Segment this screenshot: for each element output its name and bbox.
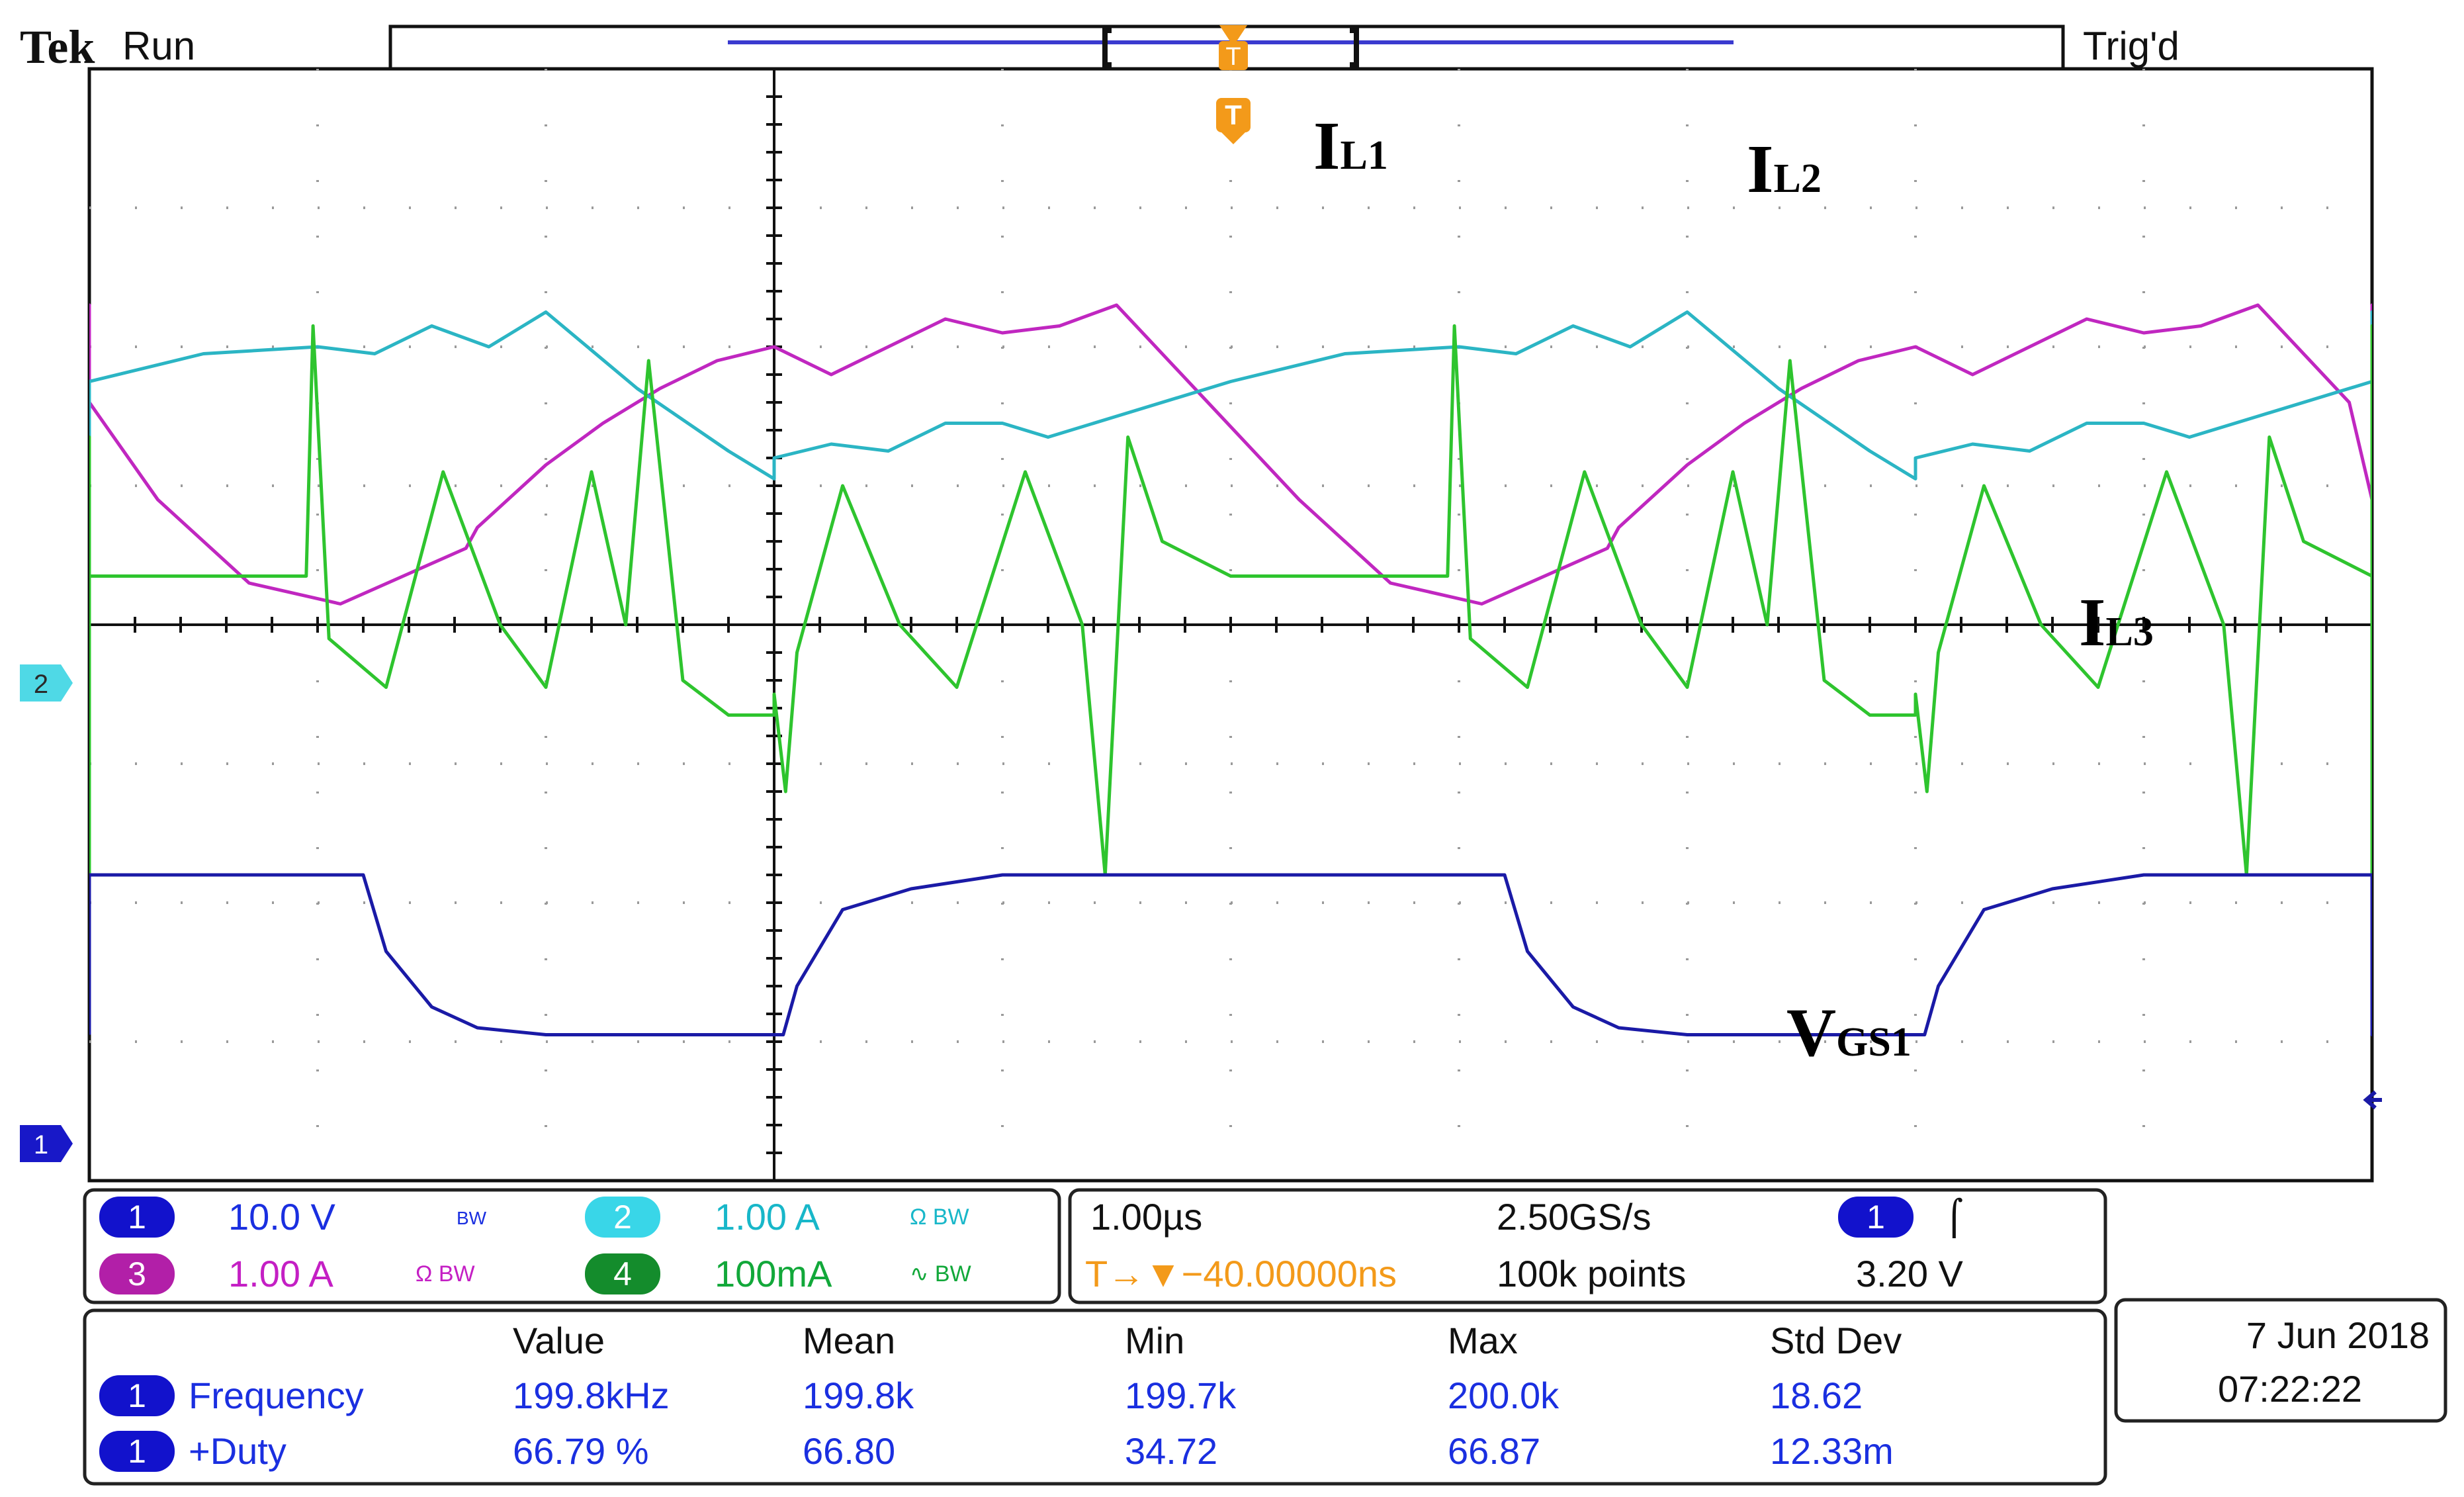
- sample-rate: 2.50GS/s: [1497, 1196, 1651, 1238]
- ch1-scale: 10.0 V: [228, 1196, 336, 1238]
- timebase-panel[interactable]: 1.00µs 2.50GS/s 1 ⌠ T→▼−40.00000ns 100k …: [1068, 1188, 2107, 1304]
- row2-channel-badge: 1: [128, 1433, 146, 1470]
- header-max: Max: [1448, 1320, 1518, 1361]
- trigger-source-badge: 1: [1867, 1199, 1885, 1236]
- measurements-panel[interactable]: Value Mean Min Max Std Dev 1 Frequency 1…: [83, 1308, 2107, 1486]
- traces: [89, 303, 2372, 1036]
- channel-settings-panel[interactable]: 1 10.0 V BW 2 1.00 A Ω BW 3 1.00 A Ω BW …: [83, 1188, 1061, 1304]
- capture-time: 07:22:22: [2218, 1368, 2362, 1410]
- trigger-marker-top: T: [1225, 43, 1241, 71]
- trigger-slope-icon: ⌠: [1945, 1197, 1963, 1239]
- ch1-marker-label: 1: [34, 1130, 48, 1159]
- row2-mean: 66.80: [803, 1430, 895, 1472]
- row1-name: Frequency: [189, 1375, 364, 1416]
- row2-min: 34.72: [1125, 1430, 1217, 1472]
- row2-max: 66.87: [1448, 1430, 1540, 1472]
- label-il3: IL3: [2079, 584, 2154, 660]
- waveform-labels: IL1 IL2 IL3 VGS1: [1313, 108, 2154, 1071]
- ch2-badge: 2: [613, 1199, 632, 1236]
- header-min: Min: [1125, 1320, 1184, 1361]
- capture-date: 7 Jun 2018: [2246, 1314, 2430, 1356]
- ch4-scale: 100mA: [715, 1253, 832, 1294]
- header-bar: Tek Run Trig'd: [20, 21, 2179, 73]
- trace-vgs1: [89, 873, 2372, 1036]
- ch3-badge: 3: [128, 1255, 146, 1293]
- row2-name: +Duty: [189, 1430, 286, 1472]
- ch2-bandwidth-flag: Ω BW: [910, 1204, 969, 1230]
- label-il2: IL2: [1747, 131, 1822, 207]
- time-per-division: 1.00µs: [1090, 1196, 1202, 1238]
- trigger-position: T→▼−40.00000ns: [1085, 1253, 1397, 1294]
- trigger-position-marker[interactable]: T T: [1216, 25, 1251, 144]
- ch4-badge: 4: [613, 1255, 632, 1293]
- waveform-plot: [87, 67, 2374, 1183]
- trigger-level: 3.20 V: [1856, 1253, 1964, 1294]
- label-il1: IL1: [1313, 108, 1388, 184]
- row1-std-dev: 18.62: [1770, 1375, 1863, 1416]
- ch2-marker-label: 2: [34, 670, 48, 699]
- measurement-row-duty[interactable]: 1 +Duty 66.79 % 66.80 34.72 66.87 12.33m: [99, 1430, 1894, 1472]
- trigger-status: Trig'd: [2083, 24, 2179, 68]
- ch4-bandwidth-flag: ∿ BW: [910, 1261, 971, 1287]
- trigger-marker-label: T: [1225, 99, 1242, 130]
- ch2-ground-marker[interactable]: 2: [20, 664, 73, 702]
- measurement-row-frequency[interactable]: 1 Frequency 199.8kHz 199.8k 199.7k 200.0…: [99, 1375, 1863, 1416]
- ch4-settings[interactable]: 4 100mA ∿ BW: [585, 1253, 971, 1294]
- row1-value: 199.8kHz: [513, 1375, 670, 1416]
- ch1-bandwidth-flag: BW: [457, 1208, 487, 1228]
- row2-std-dev: 12.33m: [1770, 1430, 1894, 1472]
- ch3-scale: 1.00 A: [228, 1253, 333, 1294]
- ch2-settings[interactable]: 2 1.00 A Ω BW: [585, 1196, 969, 1238]
- record-length: 100k points: [1497, 1253, 1686, 1294]
- header-mean: Mean: [803, 1320, 895, 1361]
- trace-il2: [89, 310, 2372, 480]
- row1-min: 199.7k: [1125, 1375, 1237, 1416]
- ch3-settings[interactable]: 3 1.00 A Ω BW: [99, 1253, 475, 1294]
- trigger-level-arrow-icon: [2363, 1090, 2382, 1110]
- header-std-dev: Std Dev: [1770, 1320, 1902, 1361]
- ch1-ground-marker[interactable]: 1: [20, 1125, 73, 1162]
- row1-mean: 199.8k: [803, 1375, 914, 1416]
- ch1-settings[interactable]: 1 10.0 V BW: [99, 1196, 487, 1238]
- brand-label: Tek: [20, 21, 95, 73]
- graticule: [88, 68, 2373, 1182]
- label-vgs1: VGS1: [1786, 995, 1912, 1071]
- ch1-badge: 1: [128, 1199, 146, 1236]
- acquisition-status: Run: [122, 24, 195, 68]
- row2-value: 66.79 %: [513, 1430, 649, 1472]
- ch3-bandwidth-flag: Ω BW: [416, 1261, 475, 1287]
- row1-channel-badge: 1: [128, 1377, 146, 1414]
- ch2-scale: 1.00 A: [715, 1196, 820, 1238]
- datetime-panel: 7 Jun 2018 07:22:22: [2114, 1298, 2447, 1423]
- header-value: Value: [513, 1320, 605, 1361]
- row1-max: 200.0k: [1448, 1375, 1560, 1416]
- trace-il3: [89, 324, 2372, 877]
